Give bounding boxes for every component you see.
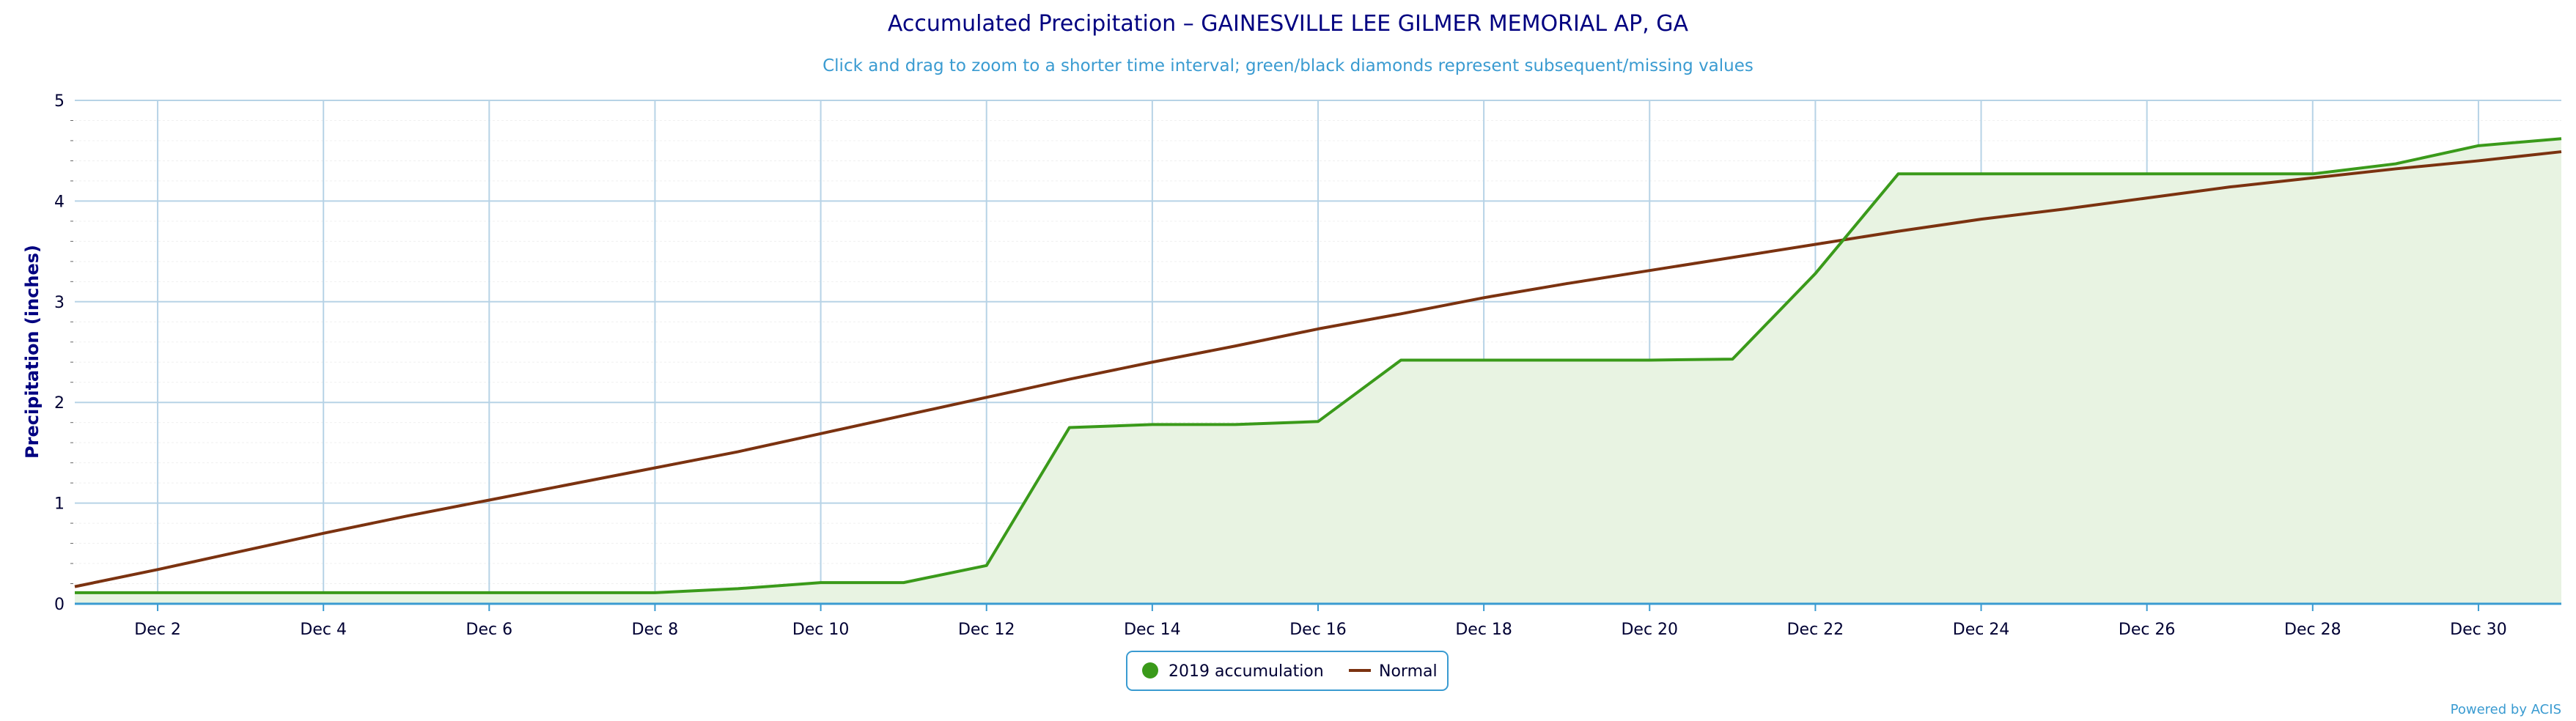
y-axis-label: Precipitation (inches) [22, 245, 43, 459]
x-tick-label: Dec 30 [2450, 621, 2507, 639]
legend[interactable]: 2019 accumulation Normal [1126, 651, 1449, 691]
x-tick-label: Dec 8 [632, 621, 679, 639]
legend-item-2019-accumulation[interactable]: 2019 accumulation [1142, 662, 1324, 681]
y-tick-label: 1 [54, 495, 65, 514]
credits-link[interactable]: Powered by ACIS [2451, 702, 2561, 717]
y-tick-label: 0 [54, 596, 65, 614]
x-tick-label: Dec 20 [1621, 621, 1678, 639]
x-tick-label: Dec 24 [1953, 621, 2010, 639]
y-tick-label: 2 [54, 394, 65, 413]
x-tick-label: Dec 26 [2119, 621, 2176, 639]
x-tick-label: Dec 16 [1289, 621, 1347, 639]
legend-label-normal: Normal [1379, 662, 1438, 681]
tick-labels: 0 1 2 3 4 5 Dec 2 Dec 4 Dec 6 Dec 8 Dec 10 Dec 12 De… [54, 92, 2507, 639]
y-tick-label: 4 [54, 193, 65, 211]
y-tick-label: 3 [54, 294, 65, 312]
chart-title: Accumulated Precipitation – GAINESVILLE … [888, 11, 1689, 37]
x-tick-label: Dec 22 [1787, 621, 1844, 639]
x-tick-label: Dec 14 [1124, 621, 1181, 639]
y-tick-label: 5 [54, 92, 65, 111]
x-tick-label: Dec 6 [466, 621, 513, 639]
x-tick-label: Dec 2 [134, 621, 181, 639]
legend-label-2019: 2019 accumulation [1169, 662, 1324, 681]
area-2019-accumulation [75, 138, 2561, 604]
legend-box [1126, 651, 1449, 691]
x-tick-label: Dec 4 [300, 621, 347, 639]
x-tick-label: Dec 18 [1455, 621, 1512, 639]
x-tick-label: Dec 12 [958, 621, 1015, 639]
series-line-2019-accumulation [75, 137, 2562, 594]
legend-symbol-2019 [1142, 662, 1158, 679]
x-tick-label: Dec 28 [2284, 621, 2341, 639]
x-tick-label: Dec 10 [792, 621, 850, 639]
legend-item-normal[interactable]: Normal [1349, 662, 1438, 681]
series-lines [74, 137, 2562, 594]
area-layer [75, 138, 2561, 604]
axes [70, 119, 2561, 611]
series-line-normal [74, 150, 2562, 588]
chart-subtitle: Click and drag to zoom to a shorter time… [823, 56, 1753, 75]
